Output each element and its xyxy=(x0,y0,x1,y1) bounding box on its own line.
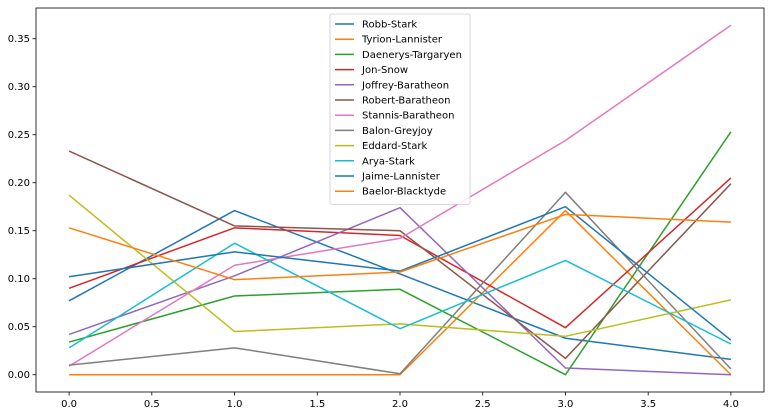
plot-frame xyxy=(35,7,765,393)
x-tick-label: 0.5 xyxy=(144,399,160,410)
x-tick-label: 3.5 xyxy=(640,399,656,410)
series-line-arya-stark xyxy=(68,242,732,349)
y-tick-label: 0.35 xyxy=(8,34,30,45)
series-layer xyxy=(68,24,732,376)
x-tick-label: 1.5 xyxy=(309,399,325,410)
legend-label: Jon-Snow xyxy=(361,65,408,76)
series-line-daenerys-targaryen xyxy=(68,131,732,376)
legend-label: Daenerys-Targaryen xyxy=(362,50,462,61)
series-line-tyrion-lannister xyxy=(69,209,732,376)
y-tick-label: 0.00 xyxy=(8,370,30,381)
legend-label: Robb-Stark xyxy=(362,20,417,31)
x-tick-label: 4.0 xyxy=(723,399,739,410)
series-line-robb-stark xyxy=(68,209,732,361)
series-line-stannis-baratheon xyxy=(68,24,732,367)
legend: Robb-Stark Tyrion-Lannister Daenerys-Targa… xyxy=(329,13,471,205)
series-line-jon-snow xyxy=(68,177,732,329)
legend-label: Tyrion-Lannister xyxy=(361,35,443,46)
x-axis: 0.0 0.5 1.0 1.5 2.0 2.5 3.0 3.5 4.0 xyxy=(61,392,739,410)
legend-label: Baelor-Blacktyde xyxy=(362,187,446,198)
x-tick-label: 0.0 xyxy=(61,399,77,410)
y-tick-label: 0.10 xyxy=(8,274,30,285)
legend-label: Eddard-Stark xyxy=(362,141,428,152)
x-tick-label: 2.0 xyxy=(392,399,408,410)
y-tick-label: 0.05 xyxy=(8,322,30,333)
series-line-jaime-lannister xyxy=(68,205,732,341)
y-tick-label: 0.20 xyxy=(8,178,30,189)
legend-label: Robert-Baratheon xyxy=(362,96,451,107)
series-line-baelor-blacktyde xyxy=(68,213,731,281)
legend-label: Stannis-Baratheon xyxy=(362,111,454,122)
legend-label: Balon-Greyjoy xyxy=(362,126,433,137)
legend-label: Arya-Stark xyxy=(362,156,415,167)
y-tick-label: 0.30 xyxy=(8,82,30,93)
x-tick-label: 3.0 xyxy=(558,399,574,410)
series-line-joffrey-baratheon xyxy=(68,206,731,376)
legend-label: Jaime-Lannister xyxy=(361,172,441,183)
y-tick-label: 0.15 xyxy=(8,226,30,237)
legend-box xyxy=(329,13,471,205)
y-axis: 0.00 0.05 0.10 0.15 0.20 0.25 0.30 0.35 xyxy=(8,34,36,381)
legend-label: Joffrey-Baratheon xyxy=(361,80,449,91)
y-tick-label: 0.25 xyxy=(8,130,30,141)
x-tick-label: 1.0 xyxy=(227,399,243,410)
series-line-robert-baratheon xyxy=(68,150,732,360)
series-line-eddard-stark xyxy=(68,194,732,338)
x-tick-label: 2.5 xyxy=(475,399,491,410)
